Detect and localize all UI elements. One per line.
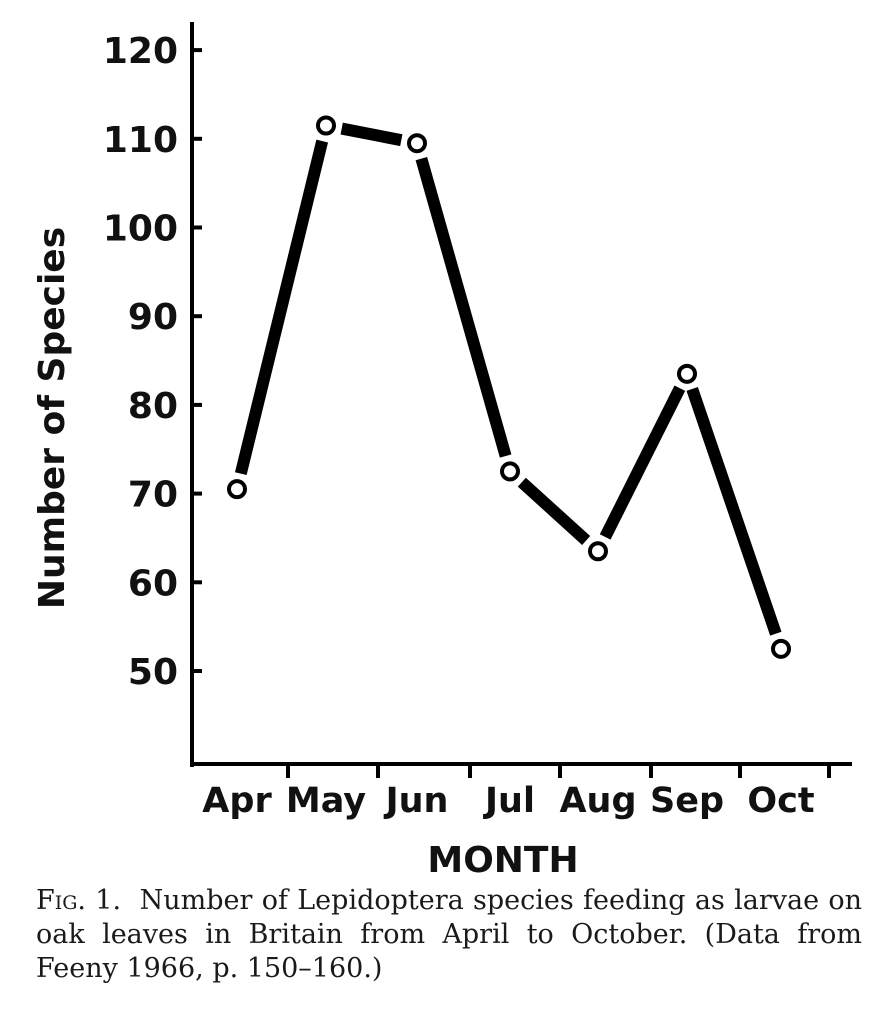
caption-text: Number of Lepidoptera species feeding as… — [36, 885, 862, 984]
series-group — [227, 115, 791, 659]
x-axis-title: MONTH — [427, 840, 578, 880]
y-tick-label: 120 — [103, 31, 178, 72]
data-point — [588, 541, 608, 562]
series-line-segment — [686, 387, 782, 636]
y-tick-label: 90 — [128, 297, 178, 338]
y-tick-label: 100 — [103, 209, 178, 250]
data-point — [227, 479, 247, 500]
x-tick-label: Sep — [650, 781, 724, 821]
x-tick-label: Jun — [384, 781, 449, 821]
axes — [190, 22, 852, 767]
x-tick-label: May — [286, 781, 366, 821]
y-axis-title: Number of Species — [32, 227, 73, 609]
data-point — [407, 133, 427, 154]
data-point — [771, 638, 791, 659]
line-chart: 50 60 70 80 90 100 110 120 Apr May Jun Jul Aug Sep Oc… — [32, 22, 852, 880]
y-axis-ticks: 50 60 70 80 90 100 110 120 — [103, 31, 202, 693]
x-tick-label: Aug — [559, 781, 636, 821]
x-tick-label: Oct — [747, 781, 814, 821]
y-tick-label: 60 — [128, 563, 178, 604]
figure-caption: Fig. 1. Number of Lepidoptera species fe… — [36, 884, 862, 986]
x-tick-label: Apr — [202, 781, 272, 821]
series-line-segment — [234, 139, 329, 476]
y-tick-label: 110 — [103, 120, 178, 161]
y-tick-label: 50 — [128, 652, 178, 693]
y-tick-label: 80 — [128, 386, 178, 427]
data-point — [677, 363, 697, 384]
series-line-segment — [340, 122, 403, 147]
data-point — [316, 115, 336, 136]
x-axis-ticks: Apr May Jun Jul Aug Sep Oct — [202, 764, 831, 821]
series-line-segment — [599, 385, 686, 540]
y-tick-label: 70 — [128, 475, 178, 516]
series-line-segment — [517, 477, 591, 545]
x-tick-label: Jul — [483, 781, 535, 821]
figure-number: Fig. 1. — [36, 885, 122, 916]
series-line-segment — [415, 156, 512, 458]
data-point — [500, 461, 520, 482]
